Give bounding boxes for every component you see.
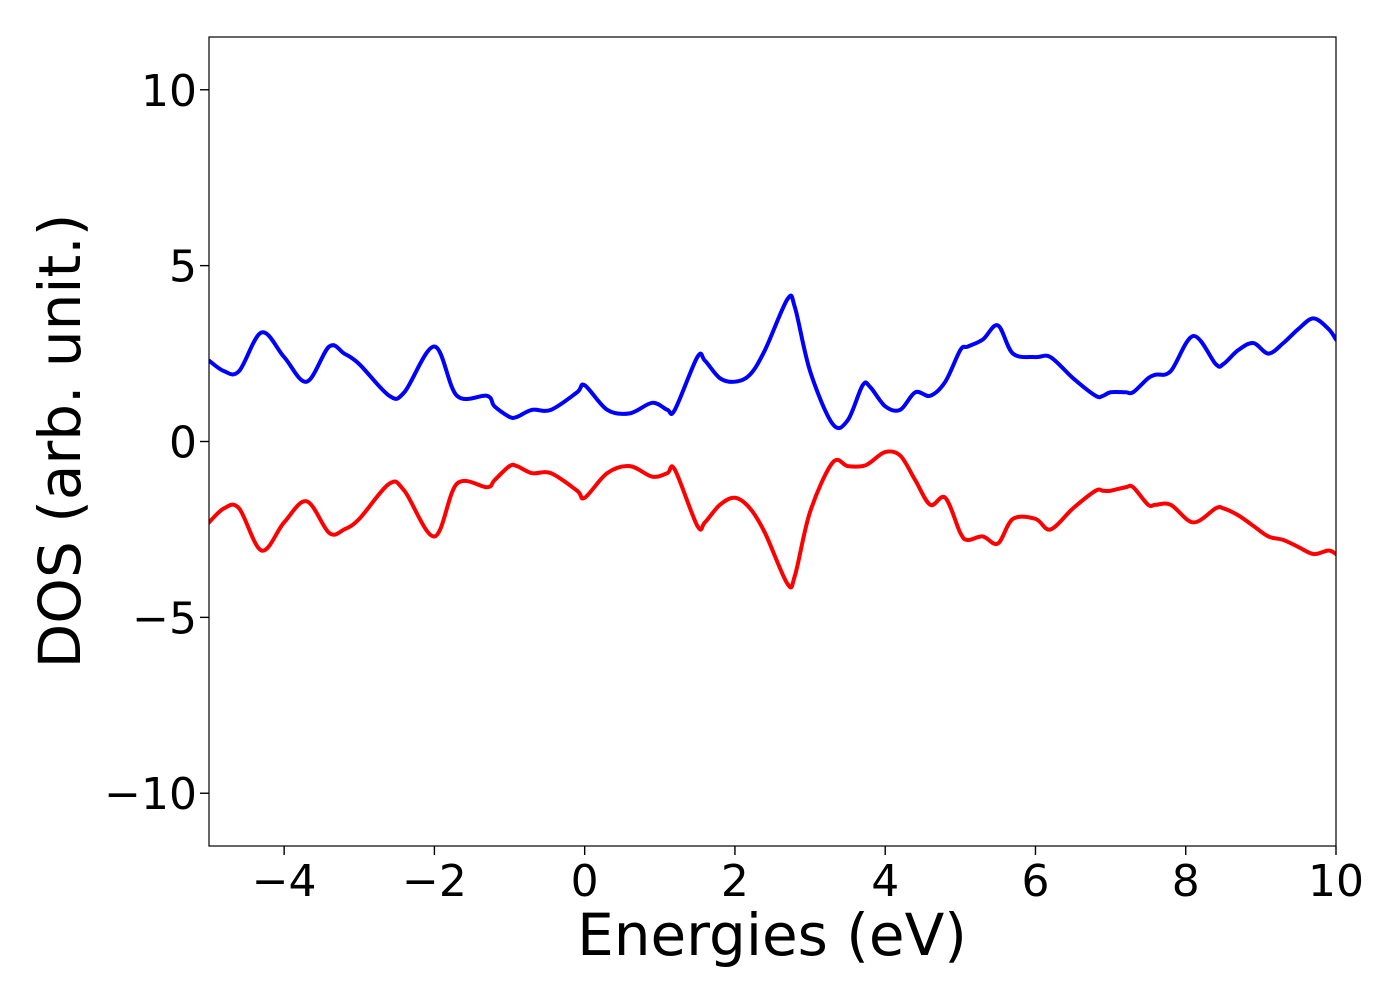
x-axis-title: Energies (eV) [577,901,967,969]
x-axis: −4 −2 0 2 4 6 8 10 [252,846,1364,907]
x-tick-label: 2 [721,856,749,907]
x-tick-label: 4 [871,856,899,907]
y-tick-label: −5 [132,593,197,644]
series-line-negative [209,449,1336,590]
x-tick-label: −4 [252,856,317,907]
x-tick-label: 0 [571,856,599,907]
x-tick-label: 10 [1308,856,1364,907]
x-tick-label: 6 [1021,856,1049,907]
series-layer [209,293,1336,590]
y-tick-label: 0 [169,418,197,469]
x-tick-label: −2 [402,856,467,907]
y-tick-label: 5 [169,242,197,293]
series-line-positive [209,293,1336,431]
y-axis-title: DOS (arb. unit.) [26,214,94,669]
x-tick-label: 8 [1172,856,1200,907]
y-tick-label: 10 [141,66,197,117]
y-tick-label: −10 [104,769,197,820]
y-axis: 10 5 0 −5 −10 [104,66,209,820]
